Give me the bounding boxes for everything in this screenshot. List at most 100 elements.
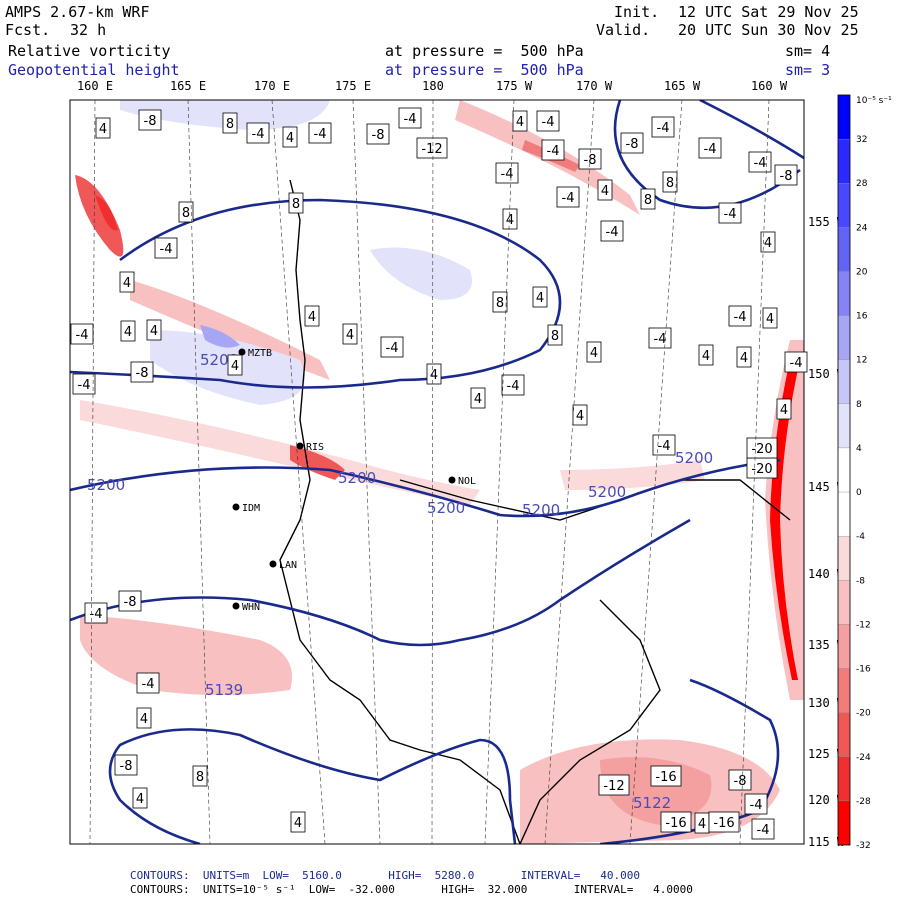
height-label: 5200	[675, 449, 713, 467]
field2-smoothing: sm= 3	[785, 61, 831, 79]
vort-contour-label: 8	[492, 291, 508, 313]
meridian-line	[187, 99, 211, 845]
vort-contour-label: 8	[288, 192, 304, 214]
colorbar-tick: 8	[856, 400, 862, 410]
vort-contour-value: -4	[562, 191, 575, 206]
colorbar-tick: 20	[856, 267, 868, 277]
field1-smoothing: sm= 4	[785, 42, 831, 60]
colorbar-tick: 0	[856, 488, 862, 498]
vort-contour-value: -20	[751, 462, 772, 477]
vort-contour-label: 8	[640, 188, 656, 210]
lat-label: 135 W	[808, 638, 845, 652]
colorbar-swatch	[837, 94, 851, 140]
colorbar-swatch	[837, 668, 851, 713]
vort-contour-label: -4	[600, 220, 624, 242]
lat-label: 120 W	[808, 793, 845, 807]
vort-contour-value: 8	[644, 193, 652, 208]
vort-contour-label: -4	[784, 351, 808, 373]
vort-contour-value: -8	[372, 128, 385, 143]
vort-contour-value: 8	[292, 197, 300, 212]
footer-vorticity-contours: CONTOURS: UNITS=10⁻⁵ s⁻¹ LOW= -32.000 HI…	[130, 883, 693, 896]
height-label: 5122	[633, 794, 671, 812]
lon-label: 160 E	[77, 79, 113, 93]
vort-contour-label: -8	[728, 769, 752, 791]
vort-contour-value: -4	[704, 142, 717, 157]
vort-contour-label: 4	[304, 305, 320, 327]
vort-contour-value: 4	[506, 213, 514, 228]
meridian-line	[352, 99, 381, 845]
vort-contour-value: 4	[136, 792, 144, 807]
colorbar-swatch	[837, 800, 851, 846]
vort-contour-value: 8	[182, 206, 190, 221]
valid-time: 20 UTC Sun 30 Nov 25	[678, 21, 859, 39]
height-label: 5200	[588, 483, 626, 501]
vort-contour-value: 4	[294, 816, 302, 831]
height-label: 5200	[427, 499, 465, 517]
vort-contour-value: -4	[750, 798, 763, 813]
lat-label: 155 W	[808, 215, 845, 229]
vort-contour-label: 4	[694, 812, 710, 834]
vort-contour-value: 4	[123, 276, 131, 291]
vort-contour-label: -4	[652, 434, 676, 456]
colorbar-tick: 28	[856, 179, 868, 189]
vort-contour-value: -16	[665, 816, 686, 831]
vort-contour-label: 4	[762, 307, 778, 329]
vort-contour-value: -16	[655, 770, 676, 785]
vort-contour-label: -4	[398, 107, 422, 129]
colorbar-swatch	[837, 580, 851, 625]
vort-contour-label: 4	[119, 271, 135, 293]
vort-contour-value: 4	[346, 328, 354, 343]
vort-contour-value: 4	[286, 131, 294, 146]
station-marker	[238, 348, 246, 356]
coast-west	[279, 179, 521, 844]
vort-contour-value: 4	[698, 817, 706, 832]
vort-contour-label: -4	[751, 818, 775, 840]
vort-contour-label: 4	[760, 231, 776, 253]
colorbar-tick: -28	[856, 797, 871, 807]
vort-contour-label: 4	[532, 286, 548, 308]
footer-height-contours: CONTOURS: UNITS=m LOW= 5160.0 HIGH= 5280…	[130, 869, 640, 882]
field2-name: Geopotential height	[8, 61, 180, 79]
vort-neg-core	[95, 195, 118, 231]
vort-contour-label: -8	[118, 590, 142, 612]
vort-contour-label: 4	[597, 179, 613, 201]
vort-contour-value: 4	[766, 312, 774, 327]
vort-contour-label: 4	[95, 117, 111, 139]
field1-level: at pressure = 500 hPa	[385, 42, 584, 60]
vort-contour-value: -8	[780, 169, 793, 184]
vort-contour-label: 4	[136, 707, 152, 729]
vort-contour-label: -4	[72, 373, 96, 395]
vort-contour-label: 4	[586, 341, 602, 363]
vort-contour-label: 4	[698, 344, 714, 366]
station-label: IDM	[242, 503, 260, 514]
vort-contour-value: 4	[99, 122, 107, 137]
vort-contour-value: 4	[140, 712, 148, 727]
vort-neg-zone	[80, 400, 480, 505]
vort-contour-label: 8	[178, 201, 194, 223]
vort-contour-label: -8	[620, 132, 644, 154]
vort-contour-label: 8	[192, 765, 208, 787]
vort-contour-label: 8	[662, 171, 678, 193]
vort-contour-value: -4	[657, 121, 670, 136]
vort-contour-label: 4	[502, 208, 518, 230]
vort-contour-label: 4	[736, 346, 752, 368]
colorbar-tick: -24	[856, 753, 871, 763]
vort-contour-label: -4	[501, 374, 525, 396]
vort-contour-label: -4	[84, 602, 108, 624]
vort-contour-label: 4	[776, 398, 792, 420]
vort-contour-value: -4	[547, 144, 560, 159]
vort-contour-value: -8	[626, 137, 639, 152]
station-label: RIS	[306, 442, 324, 453]
vort-contour-value: -4	[654, 332, 667, 347]
vort-contour-label: -16	[650, 765, 682, 787]
vort-contour-value: -4	[160, 242, 173, 257]
station-marker	[269, 560, 277, 568]
colorbar-swatch	[837, 315, 851, 360]
model-title: AMPS 2.67-km WRF	[5, 3, 150, 21]
vort-neg-east-core	[770, 360, 800, 680]
vort-contour-label: 4	[132, 787, 148, 809]
colorbar-swatch	[837, 536, 851, 581]
vort-contour-value: -8	[120, 759, 133, 774]
meridian-line	[89, 99, 96, 845]
